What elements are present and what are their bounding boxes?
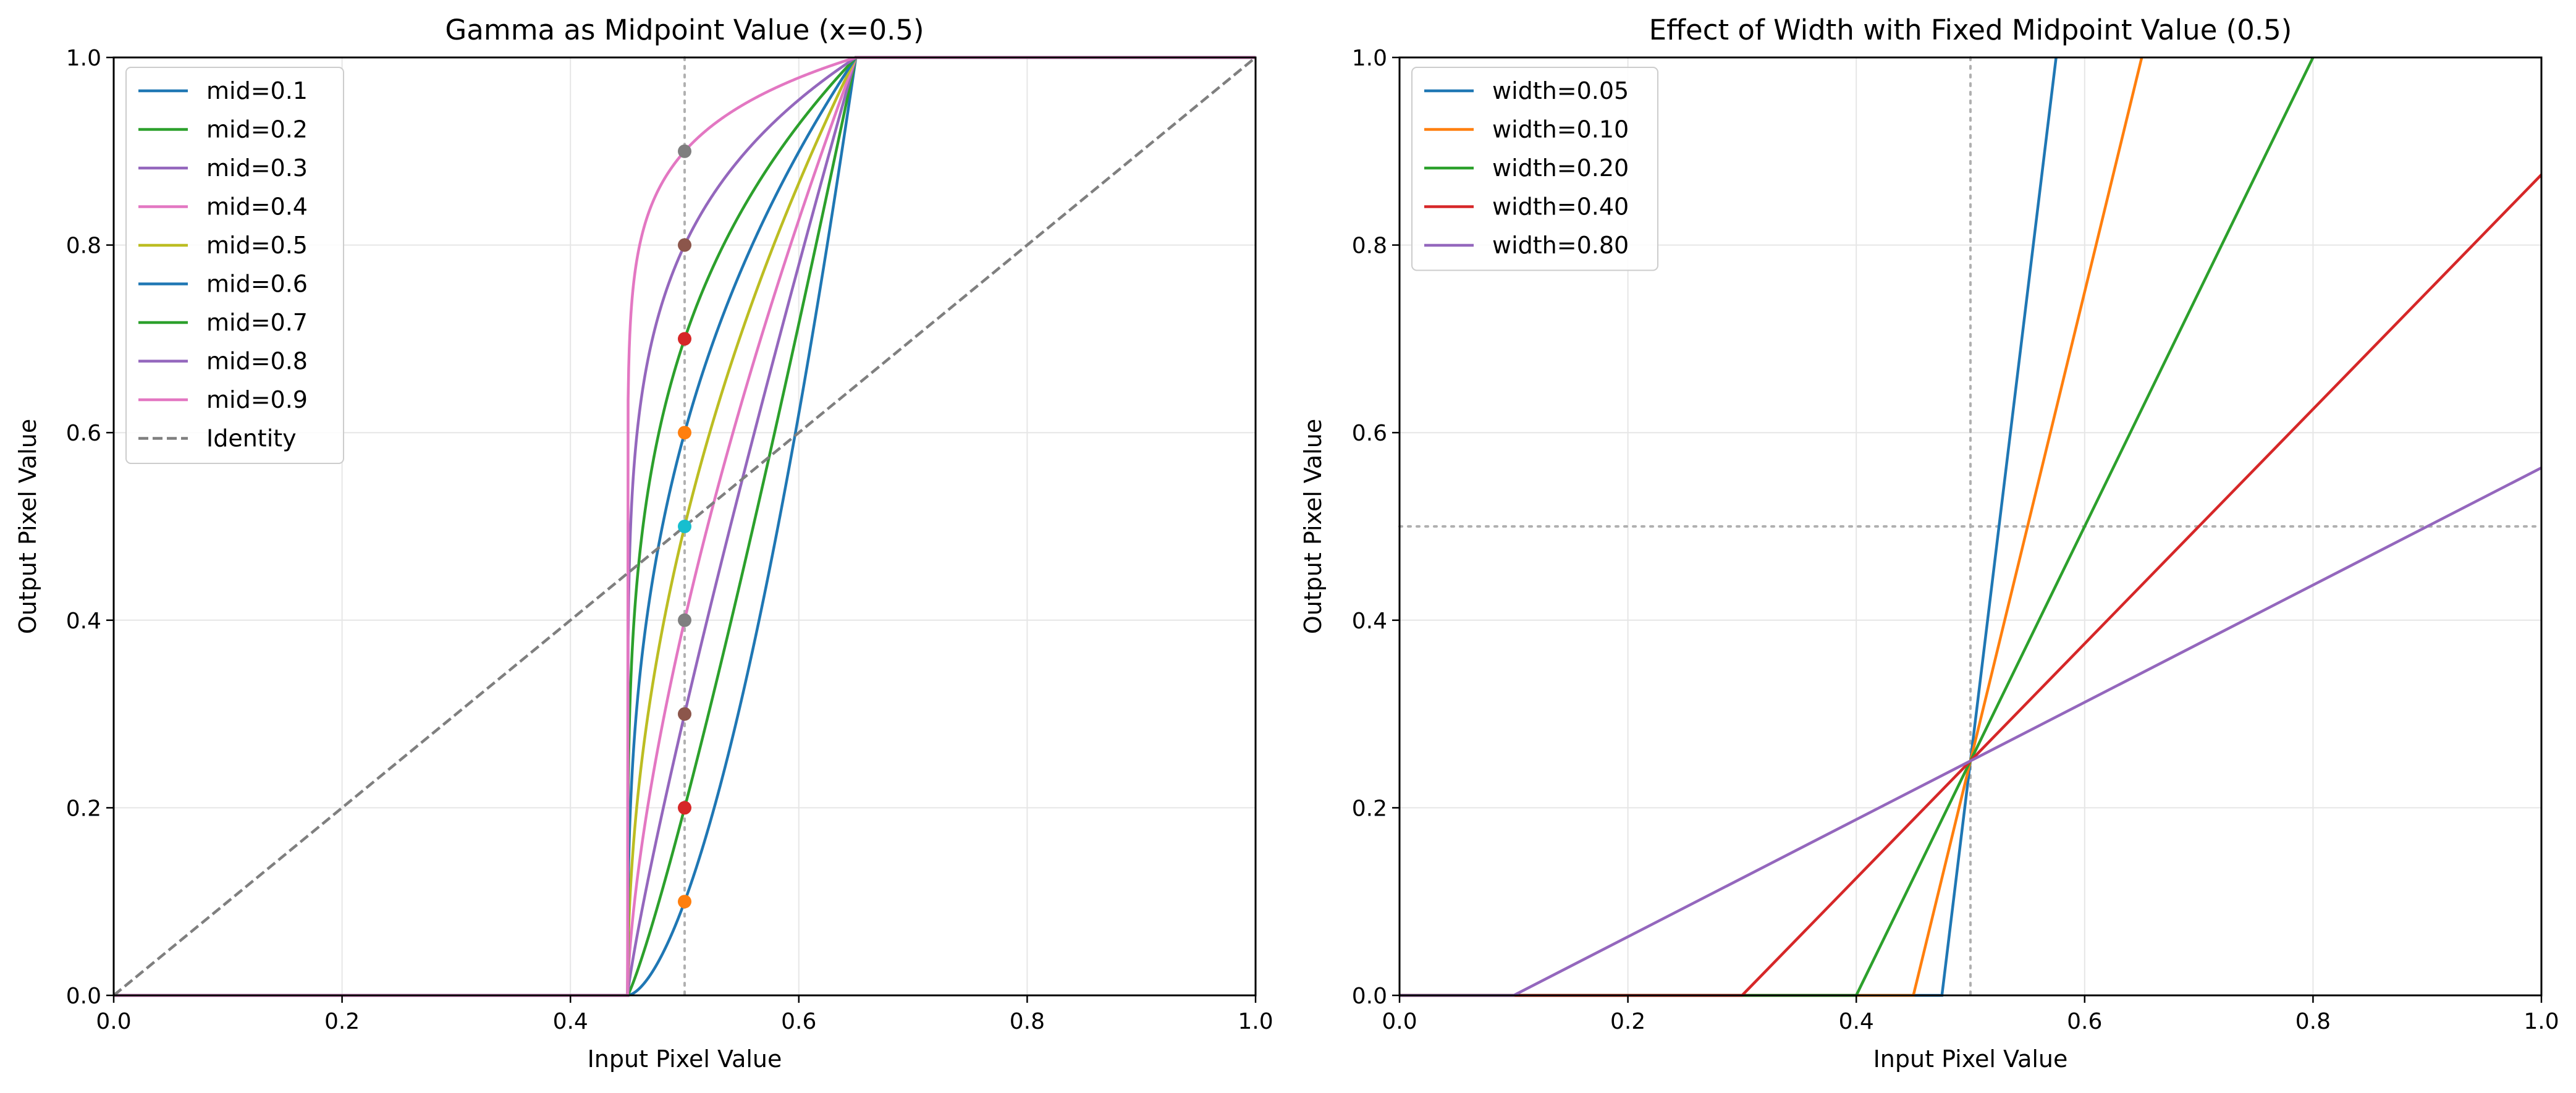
legend-label: mid=0.9 bbox=[206, 386, 308, 413]
chart-width-effect: Effect of Width with Fixed Midpoint Valu… bbox=[1299, 14, 2559, 1073]
series-line bbox=[114, 56, 1256, 997]
x-tick-label: 0.2 bbox=[324, 1009, 360, 1034]
legend-label: width=0.05 bbox=[1492, 77, 1629, 104]
series-line bbox=[114, 56, 1256, 997]
legend-label: Identity bbox=[206, 425, 297, 452]
tick-labels: 0.0 0.2 0.4 0.6 0.8 1.0 0.0 0.2 0.4 0.6 0.8 1.0 bbox=[1352, 46, 2559, 1034]
series-line bbox=[114, 56, 1256, 997]
midpoint-marker bbox=[678, 613, 691, 627]
y-tick-label: 0.0 bbox=[66, 984, 101, 1009]
midpoint-marker bbox=[678, 332, 691, 346]
legend-label: mid=0.3 bbox=[206, 154, 308, 182]
x-tick-label: 0.0 bbox=[1382, 1009, 1417, 1034]
legend-label: mid=0.4 bbox=[206, 193, 308, 221]
legend-label: mid=0.6 bbox=[206, 271, 308, 298]
y-tick-label: 0.6 bbox=[1352, 421, 1387, 446]
legend-label: width=0.10 bbox=[1492, 116, 1629, 143]
y-tick-label: 0.0 bbox=[1352, 984, 1387, 1009]
midpoint-marker bbox=[678, 144, 691, 158]
midpoint-marker bbox=[678, 426, 691, 440]
midpoint-marker bbox=[678, 520, 691, 533]
legend-frame bbox=[125, 67, 344, 464]
x-tick-label: 1.0 bbox=[2523, 1009, 2559, 1034]
midpoint-marker bbox=[678, 238, 691, 252]
chart-title: Effect of Width with Fixed Midpoint Valu… bbox=[1649, 14, 2292, 46]
plot-area bbox=[112, 56, 1257, 997]
y-tick-label: 1.0 bbox=[66, 46, 101, 71]
chart-gamma-midpoint: Gamma as Midpoint Value (x=0.5) 0.0 0.2 0.… bbox=[14, 14, 1273, 1073]
axes-frame bbox=[1398, 56, 2543, 997]
y-tick-label: 0.8 bbox=[66, 234, 101, 259]
x-tick-label: 0.6 bbox=[2067, 1009, 2102, 1034]
midpoint-marker bbox=[678, 707, 691, 721]
legend-label: width=0.80 bbox=[1492, 232, 1629, 259]
y-tick-label: 1.0 bbox=[1352, 46, 1387, 71]
series-line bbox=[114, 56, 1256, 997]
y-tick-label: 0.8 bbox=[1352, 234, 1387, 259]
series-line bbox=[114, 56, 1256, 997]
y-axis-label: Output Pixel Value bbox=[14, 419, 41, 634]
series-line bbox=[114, 56, 1256, 997]
legend-label: width=0.20 bbox=[1492, 154, 1629, 182]
series-line bbox=[114, 56, 1256, 997]
legend: mid=0.1 mid=0.2 mid=0.3 mid=0.4 mid=0.5 mid=0… bbox=[125, 67, 344, 464]
x-tick-label: 0.4 bbox=[553, 1009, 588, 1034]
legend-label: mid=0.2 bbox=[206, 116, 308, 143]
x-tick-label: 0.2 bbox=[1610, 1009, 1645, 1034]
legend-label: mid=0.8 bbox=[206, 348, 308, 375]
legend-frame bbox=[1411, 67, 1658, 271]
x-tick-label: 0.8 bbox=[2295, 1009, 2331, 1034]
legend: width=0.05 width=0.10 width=0.20 width=0.40… bbox=[1411, 67, 1658, 271]
x-tick-label: 0.6 bbox=[781, 1009, 816, 1034]
midpoint-marker bbox=[678, 895, 691, 909]
legend-label: mid=0.7 bbox=[206, 309, 308, 336]
x-tick-label: 0.8 bbox=[1010, 1009, 1045, 1034]
series-line bbox=[114, 56, 1256, 997]
x-tick-label: 1.0 bbox=[1238, 1009, 1273, 1034]
legend-label: width=0.40 bbox=[1492, 193, 1629, 221]
y-tick-label: 0.4 bbox=[66, 609, 101, 634]
y-axis-label: Output Pixel Value bbox=[1299, 419, 1327, 634]
legend-label: mid=0.1 bbox=[206, 77, 308, 104]
midpoint-marker bbox=[678, 801, 691, 815]
series-line bbox=[112, 56, 1257, 997]
y-tick-label: 0.2 bbox=[1352, 796, 1387, 821]
tick-labels: 0.0 0.2 0.4 0.6 0.8 1.0 0.0 0.2 0.4 0.6 0.8 1.0 bbox=[66, 46, 1273, 1034]
x-tick-label: 0.0 bbox=[96, 1009, 131, 1034]
y-tick-label: 0.6 bbox=[66, 421, 101, 446]
y-tick-label: 0.2 bbox=[66, 796, 101, 821]
x-axis-label: Input Pixel Value bbox=[1873, 1045, 2068, 1073]
x-axis-label: Input Pixel Value bbox=[588, 1045, 782, 1073]
chart-title: Gamma as Midpoint Value (x=0.5) bbox=[445, 14, 924, 46]
y-tick-label: 0.4 bbox=[1352, 609, 1387, 634]
series-line bbox=[114, 56, 1256, 997]
axes-frame bbox=[112, 56, 1257, 997]
x-tick-label: 0.4 bbox=[1839, 1009, 1874, 1034]
legend-label: mid=0.5 bbox=[206, 232, 308, 259]
